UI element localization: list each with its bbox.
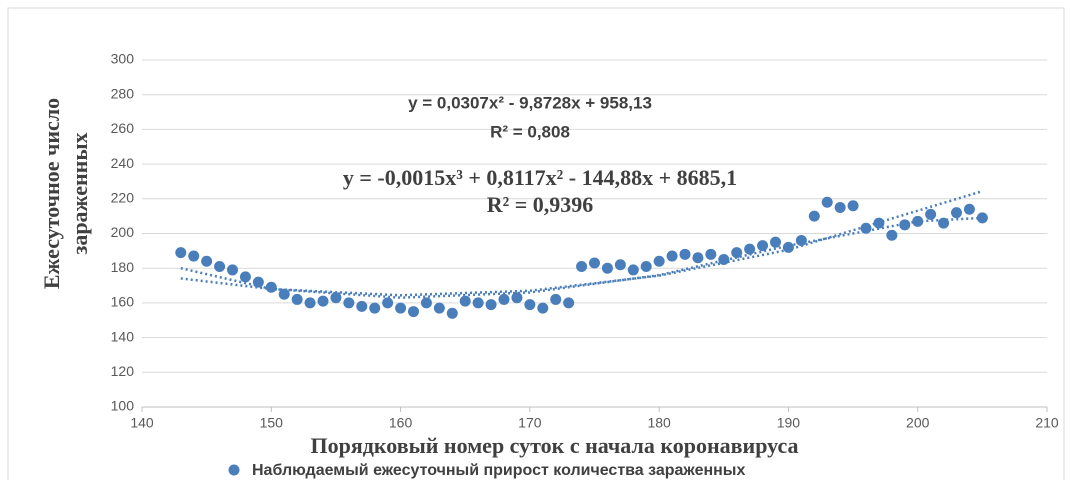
point <box>782 241 794 253</box>
point <box>291 293 303 305</box>
point <box>963 203 975 215</box>
point <box>718 254 730 266</box>
point <box>731 247 743 259</box>
point <box>666 250 678 262</box>
point <box>395 302 407 314</box>
point <box>420 297 432 309</box>
point <box>808 210 820 222</box>
point <box>679 248 691 260</box>
trend-equation: R² = 0,9396 <box>487 192 594 217</box>
point <box>795 234 807 246</box>
point <box>369 302 381 314</box>
y-axis-label: Ежесуточное число <box>39 98 64 289</box>
point <box>692 252 704 264</box>
point <box>265 281 277 293</box>
y-tick-label: 300 <box>111 51 135 67</box>
point <box>640 260 652 272</box>
point <box>433 302 445 314</box>
point <box>705 248 717 260</box>
point <box>459 295 471 307</box>
point <box>278 288 290 300</box>
point <box>938 217 950 229</box>
y-tick-label: 120 <box>111 363 135 379</box>
point <box>614 259 626 271</box>
point <box>770 236 781 248</box>
point <box>252 276 264 288</box>
y-tick-label: 200 <box>111 224 135 240</box>
point <box>589 257 600 269</box>
y-tick-label: 180 <box>111 259 135 275</box>
x-tick-label: 210 <box>1035 415 1059 431</box>
y-tick-label: 100 <box>111 398 135 414</box>
y-tick-label: 240 <box>111 155 135 171</box>
trend-equation: R² = 0,808 <box>490 122 570 141</box>
point <box>757 240 769 252</box>
point <box>834 201 846 213</box>
trend-equation: y = -0,0015x³ + 0,8117x² - 144,88x + 868… <box>343 165 737 190</box>
point <box>214 260 226 272</box>
point <box>951 207 962 219</box>
x-tick-label: 140 <box>130 415 154 431</box>
point <box>524 299 536 311</box>
x-tick-label: 160 <box>389 415 413 431</box>
point <box>382 297 394 309</box>
point <box>821 196 833 208</box>
point <box>925 208 937 220</box>
point <box>511 292 523 304</box>
point <box>744 243 756 255</box>
legend-label: Наблюдаемый ежесуточный прирост количест… <box>252 462 745 479</box>
point <box>912 215 924 227</box>
x-tick-label: 200 <box>906 415 930 431</box>
point <box>485 299 497 311</box>
point <box>343 297 355 309</box>
point <box>537 302 549 314</box>
point <box>330 292 342 304</box>
trend-equation: y = 0,0307x² - 9,8728x + 958,13 <box>408 93 652 112</box>
y-axis-label: зараженных <box>67 132 92 254</box>
point <box>356 300 368 312</box>
point <box>175 247 187 259</box>
point <box>976 212 988 224</box>
point <box>576 260 588 272</box>
x-tick-label: 180 <box>647 415 671 431</box>
point <box>239 271 251 283</box>
x-tick-label: 150 <box>260 415 284 431</box>
point <box>860 222 872 234</box>
point <box>653 255 665 267</box>
point <box>563 297 575 309</box>
x-axis-label: Порядковый номер суток с начала коронави… <box>310 433 798 458</box>
point <box>627 264 639 276</box>
point <box>873 217 885 229</box>
point <box>498 293 510 305</box>
point <box>550 293 562 305</box>
point <box>201 255 213 267</box>
point <box>317 295 329 307</box>
y-tick-label: 160 <box>111 294 135 310</box>
point <box>601 262 613 274</box>
point <box>899 219 911 231</box>
legend-marker <box>228 464 240 476</box>
point <box>446 307 458 319</box>
point <box>472 297 484 309</box>
x-tick-label: 190 <box>777 415 801 431</box>
y-tick-label: 260 <box>111 120 135 136</box>
point <box>886 229 898 241</box>
point <box>847 200 859 212</box>
x-tick-label: 170 <box>518 415 542 431</box>
chart-frame <box>7 7 1065 480</box>
point <box>227 264 238 276</box>
y-tick-label: 220 <box>111 190 135 206</box>
y-tick-label: 280 <box>111 85 135 101</box>
point <box>408 306 419 318</box>
y-tick-label: 140 <box>111 328 135 344</box>
point <box>304 297 316 309</box>
point <box>188 250 200 262</box>
